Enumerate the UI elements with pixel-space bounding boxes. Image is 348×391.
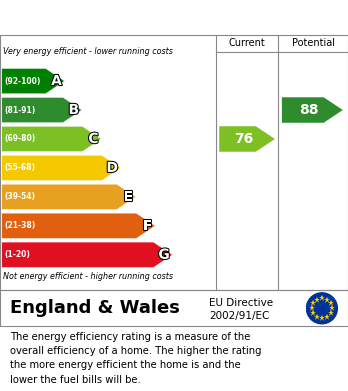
Text: (55-68): (55-68) [4,163,35,172]
Polygon shape [2,213,155,239]
Text: F: F [143,219,152,233]
Text: (81-91): (81-91) [4,106,35,115]
Text: 2002/91/EC: 2002/91/EC [209,310,269,321]
Text: Current: Current [229,38,266,48]
Text: England & Wales: England & Wales [10,299,180,317]
Text: Energy Efficiency Rating: Energy Efficiency Rating [10,10,220,25]
Text: Potential: Potential [292,38,335,48]
Text: (69-80): (69-80) [4,135,35,143]
Circle shape [306,293,338,324]
Text: 76: 76 [234,132,253,146]
Polygon shape [219,126,275,152]
Text: (39-54): (39-54) [4,192,35,201]
Text: D: D [106,161,118,175]
Text: B: B [69,103,79,117]
Text: E: E [124,190,133,204]
Text: The energy efficiency rating is a measure of the
overall efficiency of a home. T: The energy efficiency rating is a measur… [10,332,262,385]
Text: G: G [158,248,170,262]
Text: 88: 88 [299,103,319,117]
Text: Very energy efficient - lower running costs: Very energy efficient - lower running co… [3,47,173,56]
Text: (1-20): (1-20) [4,250,30,259]
Text: Not energy efficient - higher running costs: Not energy efficient - higher running co… [3,272,174,281]
Text: (21-38): (21-38) [4,221,35,230]
Polygon shape [2,97,82,123]
Text: EU Directive: EU Directive [209,298,273,308]
Polygon shape [2,184,136,210]
Polygon shape [2,126,101,152]
Polygon shape [2,242,173,267]
Polygon shape [282,97,343,123]
Text: A: A [51,74,62,88]
Polygon shape [2,68,65,94]
Text: (92-100): (92-100) [4,77,41,86]
Text: C: C [88,132,98,146]
Polygon shape [2,155,121,181]
